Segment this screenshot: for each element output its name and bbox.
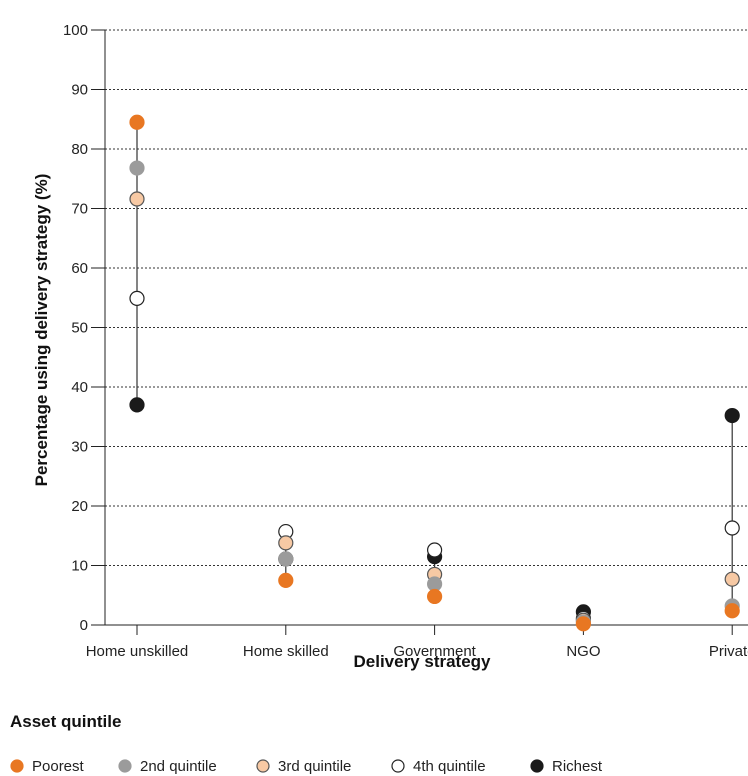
data-point: [129, 114, 145, 130]
legend-label: 4th quintile: [413, 758, 486, 775]
data-point: [724, 407, 740, 424]
x-tick-label: Government: [393, 643, 476, 660]
y-tick-label: 0: [80, 617, 88, 634]
y-tick-label: 80: [71, 141, 88, 158]
y-tick-label: 30: [71, 439, 88, 456]
data-point: [724, 520, 740, 536]
axes: 0 10 20 30 40 50 60 70 80 90 100 Home unskilled Home…: [63, 22, 748, 660]
legend-label: Poorest: [32, 758, 85, 775]
y-tick-label: 50: [71, 320, 88, 337]
y-tick-label: 20: [71, 498, 88, 515]
data-point: [427, 542, 443, 558]
data-point: [129, 290, 145, 306]
y-tick-label: 100: [63, 22, 88, 39]
gridlines: [105, 29, 748, 566]
x-tick-label: NGO: [566, 643, 600, 660]
x-tick-label: Private: [709, 643, 748, 660]
y-tick-label: 40: [71, 379, 88, 396]
legend-title: Asset quintile: [10, 712, 121, 731]
legend: Asset quintile Poorest 2nd quintile 3rd qu…: [10, 712, 603, 775]
data-points: [129, 114, 740, 632]
legend-label: Richest: [552, 758, 603, 775]
legend-marker: [256, 759, 270, 773]
x-tick-label: Home unskilled: [86, 643, 189, 660]
data-point: [129, 160, 145, 176]
legend-marker: [391, 759, 405, 773]
data-point: [278, 535, 294, 551]
data-point: [575, 616, 592, 632]
data-point: [427, 588, 443, 605]
y-tick-label: 70: [71, 201, 88, 218]
y-axis-title: Percentage using delivery strategy (%): [32, 174, 51, 487]
data-point: [278, 551, 294, 567]
data-point: [129, 191, 145, 207]
data-point: [724, 571, 740, 587]
y-tick-label: 10: [71, 558, 88, 575]
legend-label: 2nd quintile: [140, 758, 217, 775]
legend-marker: [118, 759, 132, 773]
y-tick-label: 60: [71, 260, 88, 277]
data-point: [129, 397, 145, 413]
legend-marker: [530, 759, 544, 773]
y-tick-label: 90: [71, 82, 88, 99]
legend-marker: [10, 759, 24, 773]
data-point: [278, 572, 294, 588]
x-tick-label: Home skilled: [243, 643, 329, 660]
data-point: [724, 603, 740, 619]
legend-label: 3rd quintile: [278, 758, 351, 775]
x-axis-title: Delivery strategy: [353, 652, 491, 671]
